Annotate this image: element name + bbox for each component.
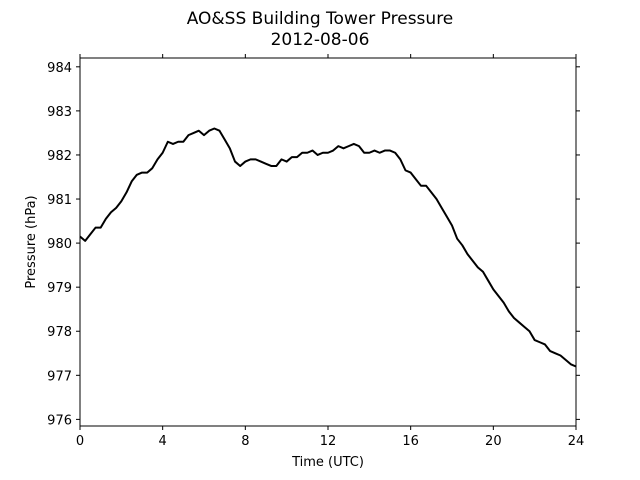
series-line xyxy=(79,127,577,368)
x-tick-label: 8 xyxy=(241,434,249,449)
x-tick-label: 0 xyxy=(76,434,84,449)
x-tick-label: 16 xyxy=(402,434,419,449)
y-tick-label: 980 xyxy=(47,237,72,252)
x-tick-label: 24 xyxy=(568,434,585,449)
y-tick-label: 982 xyxy=(47,149,72,164)
plot-frame xyxy=(79,57,577,427)
y-tick-label: 981 xyxy=(47,193,72,208)
x-axis-label: Time (UTC) xyxy=(291,455,364,470)
x-tick-label: 12 xyxy=(320,434,337,449)
chart-title: AO&SS Building Tower Pressure xyxy=(187,9,454,29)
chart-subtitle: 2012-08-06 xyxy=(271,30,370,50)
y-tick-label: 979 xyxy=(47,281,72,296)
plot-layer xyxy=(79,127,577,368)
x-tick-label: 4 xyxy=(159,434,167,449)
y-tick-label: 983 xyxy=(47,105,72,120)
y-axis-label: Pressure (hPa) xyxy=(24,195,39,288)
x-tick-label: 20 xyxy=(485,434,502,449)
y-tick-label: 978 xyxy=(47,325,72,340)
ticks-layer: 0 4 8 12 16 20 24 976 977 978 979 980 981 982 983 984 xyxy=(47,54,584,449)
y-tick-label: 976 xyxy=(47,413,72,428)
y-tick-label: 984 xyxy=(47,61,72,76)
y-tick-label: 977 xyxy=(47,369,72,384)
